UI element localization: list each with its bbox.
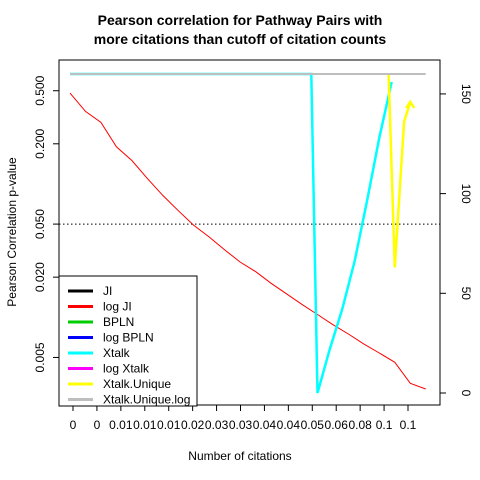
left-axis-tick-label: 0.500 xyxy=(33,75,47,105)
x-axis-tick-label: 0.08 xyxy=(348,418,372,432)
x-axis-tick-label: 0.03 xyxy=(229,418,253,432)
legend-label: log Xtalk xyxy=(103,362,150,376)
series-line-log-ji xyxy=(69,92,426,390)
left-axis-tick-label: 0.020 xyxy=(33,262,47,292)
legend-label: log JI xyxy=(103,300,132,314)
x-axis-tick-label: 0 xyxy=(70,418,77,432)
x-axis-tick-label: 0.04 xyxy=(277,418,301,432)
xtalk-unique-arrowhead xyxy=(405,99,416,109)
left-axis-tick-label: 0.050 xyxy=(33,209,47,239)
x-axis-tick-label: 0.01 xyxy=(133,418,157,432)
x-axis-tick-label: 0.01 xyxy=(109,418,133,432)
series-line-xtalk-unique xyxy=(387,73,412,268)
chart-title-line-2: more citations than cutoff of citation c… xyxy=(93,31,387,47)
left-axis-tick-label: 0.200 xyxy=(33,128,47,158)
right-axis-tick-label: 150 xyxy=(459,84,473,104)
right-axis-tick-label: 100 xyxy=(459,184,473,204)
legend-label: Xtalk xyxy=(103,346,131,360)
left-axis-tick-label: 0.005 xyxy=(33,342,47,372)
x-axis-tick-label: 0.1 xyxy=(376,418,393,432)
right-axis-tick-label: 0 xyxy=(459,390,473,397)
y-axis-title: Pearson Correlation p-value xyxy=(5,157,19,307)
legend-label: BPLN xyxy=(103,315,134,329)
x-axis-tick-label: 0.05 xyxy=(301,418,325,432)
x-axis-tick-label: 0.04 xyxy=(253,418,277,432)
legend-label: Xtalk.Unique.log xyxy=(103,393,190,407)
plot-border xyxy=(58,59,441,406)
x-axis-tick-label: 0.03 xyxy=(205,418,229,432)
x-axis-tick-label: 0.01 xyxy=(157,418,181,432)
legend-label: JI xyxy=(103,284,112,298)
x-axis-tick-label: 0 xyxy=(94,418,101,432)
x-axis-tick-label: 0.06 xyxy=(325,418,349,432)
legend-label: log BPLN xyxy=(103,331,154,345)
x-axis-tick-label: 0.02 xyxy=(181,418,205,432)
right-axis-tick-label: 50 xyxy=(459,287,473,301)
x-axis-tick-label: 0.1 xyxy=(400,418,417,432)
chart-title-line-1: Pearson correlation for Pathway Pairs wi… xyxy=(97,12,383,28)
legend-label: Xtalk.Unique xyxy=(103,377,171,391)
x-axis-title: Number of citations xyxy=(188,449,292,463)
